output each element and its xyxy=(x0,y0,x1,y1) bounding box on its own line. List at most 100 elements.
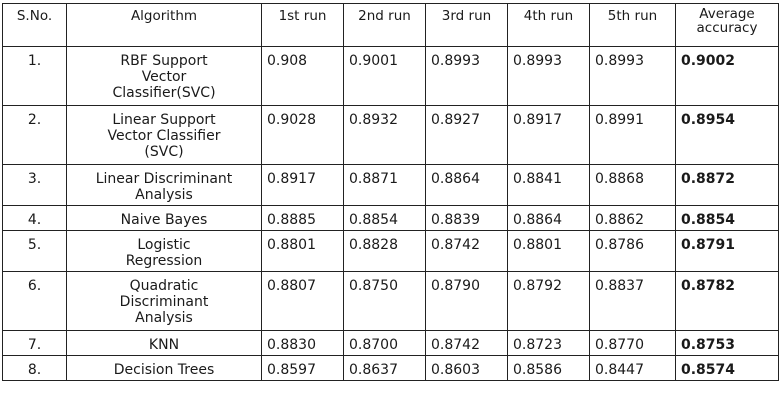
cell-run-5: 0.8837 xyxy=(589,271,676,331)
header-run1: 1st run xyxy=(261,3,344,47)
cell-run-2: 0.8828 xyxy=(343,230,426,272)
cell-average-accuracy: 0.8791 xyxy=(675,230,779,272)
algorithm-name-line: RBF Support xyxy=(120,53,208,69)
cell-run-5: 0.8862 xyxy=(589,205,676,231)
cell-algorithm: KNN xyxy=(66,330,262,356)
header-run3: 3rd run xyxy=(425,3,508,47)
cell-run-5: 0.8447 xyxy=(589,355,676,381)
cell-run-1: 0.908 xyxy=(261,46,344,106)
cell-average-accuracy: 0.8954 xyxy=(675,105,779,165)
cell-sno: 6. xyxy=(2,271,67,331)
cell-average-accuracy: 0.8782 xyxy=(675,271,779,331)
cell-run-1: 0.8807 xyxy=(261,271,344,331)
cell-run-4: 0.8801 xyxy=(507,230,590,272)
cell-algorithm: Decision Trees xyxy=(66,355,262,381)
cell-run-1: 0.8801 xyxy=(261,230,344,272)
cell-run-2: 0.8854 xyxy=(343,205,426,231)
table-row: 1. RBF Support Vector Classifier(SVC) 0.908 0… xyxy=(2,46,779,106)
cell-sno: 1. xyxy=(2,46,67,106)
cell-run-1: 0.8597 xyxy=(261,355,344,381)
cell-run-2: 0.8932 xyxy=(343,105,426,165)
cell-run-5: 0.8786 xyxy=(589,230,676,272)
cell-algorithm: Quadratic Discriminant Analysis xyxy=(66,271,262,331)
cell-average-accuracy: 0.9002 xyxy=(675,46,779,106)
algorithm-name-line: Linear Support xyxy=(112,112,216,128)
cell-run-3: 0.8839 xyxy=(425,205,508,231)
cell-average-accuracy: 0.8872 xyxy=(675,164,779,206)
table-row: 5. Logistic Regression 0.8801 0.8828 0.8742 0.… xyxy=(2,230,779,272)
cell-average-accuracy: 0.8574 xyxy=(675,355,779,381)
cell-run-5: 0.8868 xyxy=(589,164,676,206)
algorithm-name-line: Naive Bayes xyxy=(120,212,208,228)
cell-algorithm: Linear Discriminant Analysis xyxy=(66,164,262,206)
cell-run-1: 0.8885 xyxy=(261,205,344,231)
algorithm-name-line: Analysis xyxy=(135,187,193,203)
cell-average-accuracy: 0.8854 xyxy=(675,205,779,231)
table-row: 8. Decision Trees 0.8597 0.8637 0.8603 0.8586… xyxy=(2,355,779,381)
cell-run-5: 0.8770 xyxy=(589,330,676,356)
cell-run-4: 0.8917 xyxy=(507,105,590,165)
algorithm-name-line: Classifier(SVC) xyxy=(112,85,216,101)
cell-run-4: 0.8993 xyxy=(507,46,590,106)
cell-run-2: 0.8637 xyxy=(343,355,426,381)
cell-run-3: 0.8603 xyxy=(425,355,508,381)
cell-run-4: 0.8723 xyxy=(507,330,590,356)
results-table-container: S.No. Algorithm 1st run 2nd run 3rd run … xyxy=(2,3,779,381)
header-average-line2: accuracy xyxy=(696,20,758,36)
cell-sno: 7. xyxy=(2,330,67,356)
cell-run-1: 0.8917 xyxy=(261,164,344,206)
header-sno: S.No. xyxy=(2,3,67,47)
cell-run-1: 0.8830 xyxy=(261,330,344,356)
accuracy-table: S.No. Algorithm 1st run 2nd run 3rd run … xyxy=(2,3,779,381)
cell-algorithm: Linear Support Vector Classifier (SVC) xyxy=(66,105,262,165)
algorithm-name-line: Quadratic xyxy=(129,278,199,294)
cell-run-3: 0.8742 xyxy=(425,330,508,356)
cell-run-4: 0.8586 xyxy=(507,355,590,381)
cell-run-4: 0.8841 xyxy=(507,164,590,206)
table-row: 2. Linear Support Vector Classifier (SVC) 0.… xyxy=(2,105,779,165)
cell-run-4: 0.8792 xyxy=(507,271,590,331)
cell-sno: 5. xyxy=(2,230,67,272)
cell-run-2: 0.8871 xyxy=(343,164,426,206)
algorithm-name-line: Logistic xyxy=(137,237,191,253)
table-row: 7. KNN 0.8830 0.8700 0.8742 0.8723 0.8770 0.875… xyxy=(2,330,779,356)
algorithm-name-line: Decision Trees xyxy=(113,362,215,378)
cell-run-3: 0.8864 xyxy=(425,164,508,206)
algorithm-name-line: Vector xyxy=(141,69,187,85)
cell-run-5: 0.8991 xyxy=(589,105,676,165)
cell-run-3: 0.8790 xyxy=(425,271,508,331)
algorithm-name-line: KNN xyxy=(148,337,180,353)
cell-algorithm: Naive Bayes xyxy=(66,205,262,231)
algorithm-name-line: Vector Classifier xyxy=(107,128,221,144)
algorithm-name-line: Discriminant xyxy=(119,294,209,310)
header-run5: 5th run xyxy=(589,3,676,47)
cell-run-3: 0.8993 xyxy=(425,46,508,106)
cell-algorithm: RBF Support Vector Classifier(SVC) xyxy=(66,46,262,106)
algorithm-name-line: Regression xyxy=(125,253,203,269)
cell-run-3: 0.8742 xyxy=(425,230,508,272)
table-row: 4. Naive Bayes 0.8885 0.8854 0.8839 0.8864 0.8… xyxy=(2,205,779,231)
cell-run-2: 0.8700 xyxy=(343,330,426,356)
header-average-accuracy: Average accuracy xyxy=(675,3,779,47)
table-row: 6. Quadratic Discriminant Analysis 0.8807 0.8… xyxy=(2,271,779,331)
cell-sno: 8. xyxy=(2,355,67,381)
header-run4: 4th run xyxy=(507,3,590,47)
cell-run-5: 0.8993 xyxy=(589,46,676,106)
header-algorithm: Algorithm xyxy=(66,3,262,47)
algorithm-name-line: (SVC) xyxy=(144,144,184,160)
algorithm-name-line: Linear Discriminant xyxy=(95,171,233,187)
cell-run-2: 0.8750 xyxy=(343,271,426,331)
cell-run-2: 0.9001 xyxy=(343,46,426,106)
cell-run-3: 0.8927 xyxy=(425,105,508,165)
table-header-row: S.No. Algorithm 1st run 2nd run 3rd run … xyxy=(2,3,779,47)
cell-sno: 3. xyxy=(2,164,67,206)
cell-sno: 4. xyxy=(2,205,67,231)
cell-algorithm: Logistic Regression xyxy=(66,230,262,272)
algorithm-name-line: Analysis xyxy=(135,310,193,326)
header-average-line1: Average xyxy=(699,6,755,22)
cell-run-4: 0.8864 xyxy=(507,205,590,231)
cell-sno: 2. xyxy=(2,105,67,165)
cell-run-1: 0.9028 xyxy=(261,105,344,165)
cell-average-accuracy: 0.8753 xyxy=(675,330,779,356)
table-row: 3. Linear Discriminant Analysis 0.8917 0.887… xyxy=(2,164,779,206)
